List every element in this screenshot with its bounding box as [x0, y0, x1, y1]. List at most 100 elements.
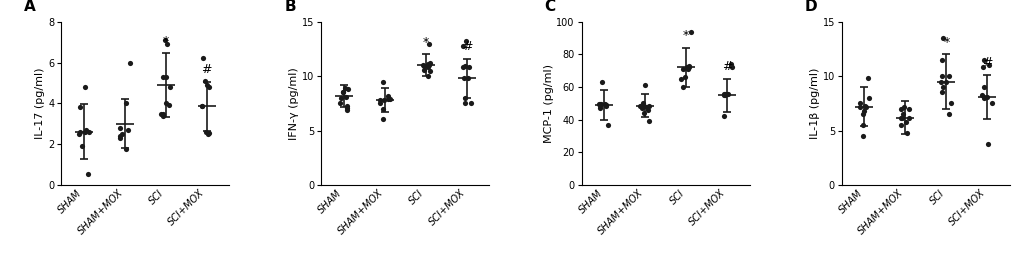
Point	[635, 111, 651, 115]
Point	[70, 132, 87, 136]
Point	[893, 123, 909, 127]
Point	[597, 103, 613, 107]
Point	[457, 101, 473, 106]
Point	[854, 123, 870, 127]
Y-axis label: IL-1β (pg/ml): IL-1β (pg/ml)	[809, 68, 819, 139]
Point	[195, 56, 211, 61]
Point	[74, 144, 91, 149]
Point	[682, 30, 698, 35]
Point	[375, 116, 391, 121]
Point	[974, 58, 990, 62]
Point	[641, 104, 657, 108]
Text: *: *	[422, 36, 429, 49]
Point	[680, 67, 696, 71]
Point	[591, 102, 607, 106]
Point	[716, 93, 733, 97]
Text: C: C	[544, 0, 555, 14]
Point	[978, 95, 995, 99]
Point	[859, 76, 875, 81]
Point	[338, 103, 355, 108]
Point	[416, 64, 432, 69]
Point	[81, 130, 97, 134]
Point	[455, 76, 472, 81]
Point	[680, 64, 696, 69]
Point	[715, 93, 732, 97]
Point	[155, 113, 171, 118]
Point	[460, 65, 476, 70]
Point	[336, 86, 353, 90]
Point	[457, 96, 473, 100]
Point	[112, 126, 128, 130]
Point	[636, 104, 652, 108]
Point	[79, 172, 96, 176]
Point	[932, 79, 949, 84]
Point	[975, 96, 991, 100]
Point	[201, 131, 217, 135]
Point	[855, 109, 871, 113]
Point	[422, 69, 438, 73]
Point	[591, 104, 607, 108]
Y-axis label: IFN-γ (pg/ml): IFN-γ (pg/ml)	[289, 67, 299, 140]
Text: B: B	[284, 0, 296, 14]
Point	[78, 128, 95, 132]
Point	[120, 128, 137, 132]
Point	[860, 96, 876, 100]
Point	[940, 74, 956, 78]
Point	[896, 104, 912, 109]
Text: *: *	[943, 36, 949, 49]
Point	[932, 58, 949, 62]
Point	[335, 90, 352, 95]
Text: #: #	[462, 40, 472, 53]
Point	[631, 104, 647, 108]
Point	[597, 104, 613, 108]
Point	[372, 101, 388, 106]
Point	[673, 77, 689, 81]
Point	[200, 85, 216, 89]
Point	[415, 63, 431, 67]
Point	[856, 103, 872, 108]
Point	[714, 91, 731, 96]
Text: *: *	[683, 29, 689, 42]
Point	[155, 112, 171, 116]
Point	[894, 115, 910, 120]
Point	[460, 76, 476, 81]
Point	[901, 107, 917, 111]
Point	[634, 101, 650, 106]
Point	[675, 67, 691, 71]
Point	[339, 87, 356, 91]
Point	[634, 106, 650, 110]
Text: *: *	[162, 35, 168, 48]
Point	[375, 79, 391, 84]
Text: #: #	[201, 63, 212, 76]
Point	[592, 102, 608, 106]
Point	[591, 102, 607, 106]
Point	[942, 101, 958, 106]
Point	[197, 79, 213, 83]
Point	[194, 104, 210, 109]
Point	[161, 103, 177, 108]
Point	[117, 147, 133, 152]
Point	[932, 90, 949, 95]
Point	[639, 104, 655, 109]
Text: A: A	[24, 0, 36, 14]
Point	[983, 101, 1000, 106]
Point	[338, 108, 355, 112]
Point	[639, 108, 655, 112]
Point	[420, 41, 436, 46]
Point	[933, 74, 950, 78]
Point	[596, 102, 612, 106]
Point	[112, 136, 128, 140]
Point	[379, 94, 395, 98]
Point	[716, 92, 733, 97]
Point	[857, 104, 873, 109]
Point	[71, 130, 88, 134]
Point	[463, 101, 479, 106]
Point	[854, 134, 870, 138]
Point	[892, 107, 908, 111]
Point	[675, 85, 691, 89]
Point	[420, 62, 436, 66]
Point	[898, 131, 914, 135]
Y-axis label: IL-17 (pg/ml): IL-17 (pg/ml)	[36, 68, 45, 139]
Point	[897, 120, 913, 124]
Point	[722, 65, 739, 70]
